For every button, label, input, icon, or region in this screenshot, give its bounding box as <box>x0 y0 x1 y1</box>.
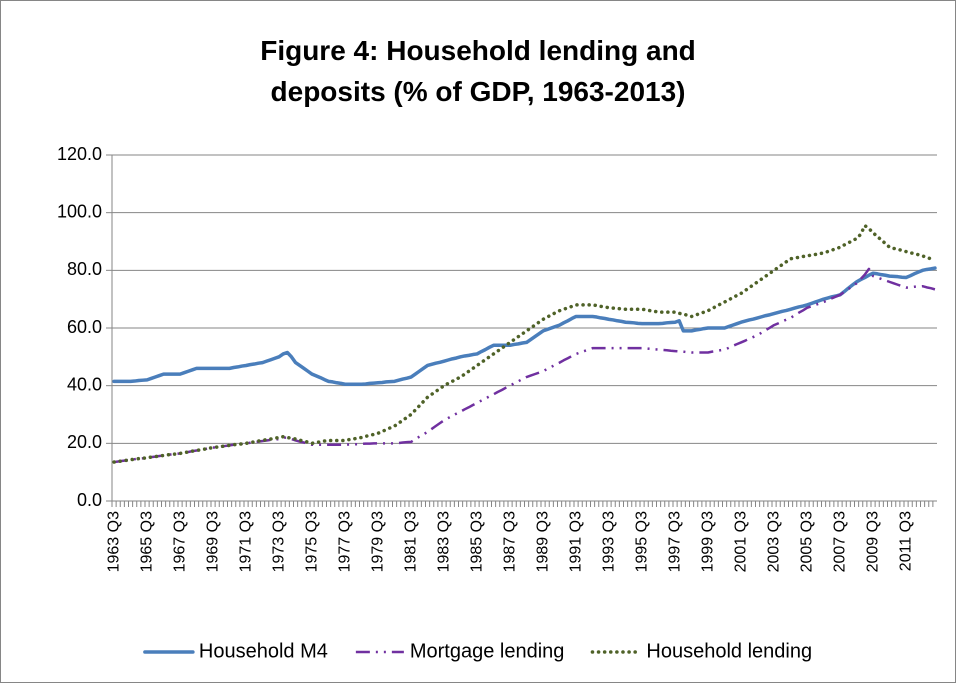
x-tick-label: 1995 Q3 <box>633 511 650 572</box>
y-tick-label: 80.0 <box>67 259 102 279</box>
x-tick-label: 1981 Q3 <box>402 511 419 572</box>
x-tick-label: 1991 Q3 <box>567 511 584 572</box>
y-tick-label: 40.0 <box>67 374 102 394</box>
y-tick-label: 0.0 <box>77 490 102 510</box>
x-tick-label: 1999 Q3 <box>699 511 716 572</box>
x-tick-label: 1987 Q3 <box>501 511 518 572</box>
x-tick-label: 1971 Q3 <box>237 511 254 572</box>
legend-label: Household lending <box>646 640 812 662</box>
legend: Household M4 Mortgage lending Household le… <box>143 640 812 662</box>
legend-label: Household M4 <box>199 640 328 662</box>
x-tick-label: 1985 Q3 <box>468 511 485 572</box>
legend-label: Mortgage lending <box>410 640 565 662</box>
x-tick-label: 1965 Q3 <box>138 511 155 572</box>
x-tick-label: 1977 Q3 <box>336 511 353 572</box>
x-tick-label: 1975 Q3 <box>303 511 320 572</box>
x-tick-label: 1997 Q3 <box>666 511 683 572</box>
x-tick-label: 1969 Q3 <box>204 511 221 572</box>
series-line <box>112 266 937 386</box>
x-tick-label: 1983 Q3 <box>435 511 452 572</box>
chart-title: deposits (% of GDP, 1963-2013) <box>271 76 686 107</box>
x-tick-label: 1973 Q3 <box>270 511 287 572</box>
x-tick-label: 2005 Q3 <box>798 511 815 572</box>
y-tick-label: 120.0 <box>57 144 102 164</box>
y-tick-label: 100.0 <box>57 201 102 221</box>
x-tick-label: 1979 Q3 <box>369 511 386 572</box>
chart-title: Figure 4: Household lending and <box>260 35 696 66</box>
x-tick-label: 1989 Q3 <box>534 511 551 572</box>
x-tick-label: 1993 Q3 <box>600 511 617 572</box>
x-tick-label: 1967 Q3 <box>171 511 188 572</box>
x-tick-label: 1963 Q3 <box>105 511 122 572</box>
y-tick-label: 60.0 <box>67 317 102 337</box>
y-tick-label: 20.0 <box>67 432 102 452</box>
series-line <box>112 223 937 464</box>
x-tick-label: 2007 Q3 <box>831 511 848 572</box>
x-tick-label: 2003 Q3 <box>765 511 782 572</box>
x-tick-label: 2009 Q3 <box>864 511 881 572</box>
x-tick-label: 2011 Q3 <box>897 511 914 571</box>
x-tick-label: 2001 Q3 <box>732 511 749 572</box>
